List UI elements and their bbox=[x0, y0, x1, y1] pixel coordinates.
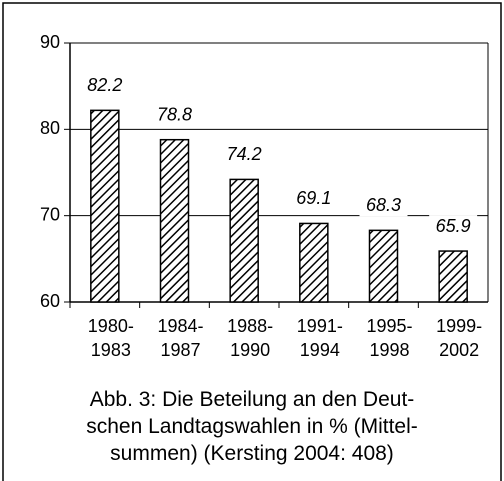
bar bbox=[299, 222, 329, 303]
data-label: 82.2 bbox=[87, 75, 122, 95]
label-bg bbox=[429, 215, 478, 238]
y-tick-label: 70 bbox=[40, 204, 60, 224]
bar bbox=[438, 250, 468, 303]
bar bbox=[90, 109, 120, 303]
x-tick-label: 1991- 1994 bbox=[296, 316, 343, 360]
data-label: 69.1 bbox=[296, 188, 331, 208]
y-tick-label: 60 bbox=[40, 291, 60, 311]
label-bg bbox=[289, 187, 338, 210]
data-label: 68.3 bbox=[366, 195, 401, 215]
y-tick-label: 90 bbox=[40, 32, 60, 52]
x-tick-label: 1980- 1983 bbox=[87, 316, 134, 360]
x-tick-label: 1995- 1998 bbox=[366, 316, 413, 360]
x-tick-label: 1988- 1990 bbox=[227, 316, 274, 360]
data-label: 65.9 bbox=[436, 216, 471, 236]
bar bbox=[159, 138, 190, 303]
label-bg bbox=[150, 103, 199, 126]
data-label: 78.8 bbox=[157, 104, 192, 124]
label-bg bbox=[80, 74, 129, 97]
bar bbox=[368, 229, 399, 303]
y-tick-label: 80 bbox=[40, 118, 60, 138]
label-bg bbox=[220, 143, 269, 166]
x-tick-label: 1984- 1987 bbox=[157, 316, 204, 360]
bar bbox=[229, 178, 259, 303]
label-bg bbox=[359, 194, 408, 217]
data-label: 74.2 bbox=[227, 144, 262, 164]
caption: Abb. 3: Die Beteilung an den Deut- schen… bbox=[86, 388, 418, 465]
x-tick-label: 1999- 2002 bbox=[436, 316, 483, 360]
